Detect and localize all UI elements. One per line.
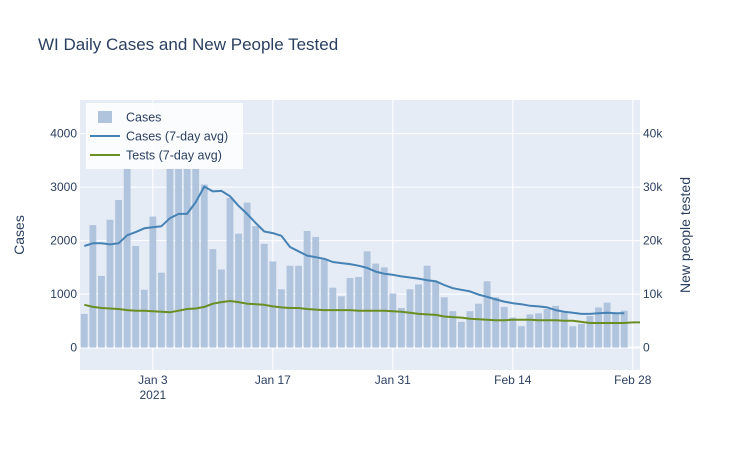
cases-bar [603,302,611,348]
cases-bar [312,236,320,348]
cases-bar [406,289,414,348]
cases-bar [149,216,157,348]
x-tick-label: Feb 28 [614,373,652,387]
y-tick-label: 0 [70,341,77,355]
cases-avg-line [84,185,625,315]
cases-bar [277,289,285,348]
cases-bar [449,311,457,348]
cases-bar [397,307,405,348]
cases-bar [243,202,251,348]
cases-bar [535,313,542,348]
cases-bar [132,245,140,348]
cases-bar [209,249,217,348]
cases-bar [106,219,114,348]
cases-bar [363,251,371,348]
cases-bar [346,278,354,348]
cases-bar [500,306,508,348]
cases-bar [483,281,491,348]
cases-bar [286,265,294,348]
x-tick-label: Feb 14 [494,373,532,387]
cases-bar [440,297,448,348]
cases-bar [183,168,191,348]
y2-tick-label: 30k [643,180,663,194]
cases-bar [157,272,165,348]
cases-bar [235,233,242,348]
cases-bar [380,267,388,348]
x-tick-sublabel: 2021 [139,388,166,402]
y-tick-label: 3000 [50,180,77,194]
y2-tick-label: 40k [643,127,663,141]
x-tick-label: Jan 31 [375,373,411,387]
cases-bar [97,275,105,348]
cases-bar [115,199,122,348]
y2-tick-label: 10k [643,287,663,301]
cases-bar [355,276,362,348]
cases-bar [295,265,302,348]
cases-bar [329,287,337,348]
cases-bar [517,326,525,348]
cases-bar [140,289,148,348]
cases-bar [372,263,380,348]
cases-bars [80,168,628,348]
cases-bar [337,296,345,348]
cases-bar [569,326,577,348]
cases-bar [560,311,568,348]
legend-label: Cases (7-day avg) [126,130,228,144]
cases-bar [415,284,422,348]
cases-bar [620,310,628,348]
cases-bar [552,305,560,348]
cases-bar [175,168,182,348]
cases-bar [492,297,500,348]
cases-bar [475,303,482,348]
y-tick-label: 4000 [50,127,77,141]
cases-bar [423,265,431,348]
cases-bar [612,313,620,348]
cases-bar [466,311,474,348]
cases-bar [166,168,174,348]
y-axis-title: Cases [11,215,27,255]
cases-bar [217,269,225,348]
cases-bar [200,184,208,348]
cases-bar [89,225,97,348]
x-tick-label: Jan 17 [255,373,291,387]
y2-tick-label: 0 [643,341,650,355]
legend-label: Cases [126,111,161,125]
legend-label: Tests (7-day avg) [126,149,222,163]
y2-tick-label: 20k [643,234,663,248]
cases-bar [123,168,131,348]
cases-bar [389,293,397,348]
cases-bar [192,168,200,348]
cases-bar [226,197,234,348]
cases-bar [260,243,268,348]
cases-bar [303,230,311,348]
cases-bar [595,307,602,348]
tests-avg-line [84,300,640,324]
cases-bar [320,258,328,348]
cases-bar [586,316,594,348]
cases-bar [577,324,585,348]
y2-axis-title: New people tested [677,177,693,293]
average-lines [84,185,640,324]
legend-swatch-cases [98,111,112,123]
cases-bar [543,309,551,348]
cases-bar [80,313,88,348]
cases-bar [509,317,517,348]
cases-bar [269,261,277,348]
legend[interactable]: Cases Cases (7-day avg) Tests (7-day avg) [86,103,243,169]
cases-bar [457,321,465,348]
x-tick-label: Jan 3 [138,373,168,387]
y-tick-label: 1000 [50,287,77,301]
chart-title: WI Daily Cases and New People Tested [38,35,338,54]
cases-bar [252,226,260,348]
y-tick-label: 2000 [50,234,77,248]
cases-bar [526,314,534,348]
